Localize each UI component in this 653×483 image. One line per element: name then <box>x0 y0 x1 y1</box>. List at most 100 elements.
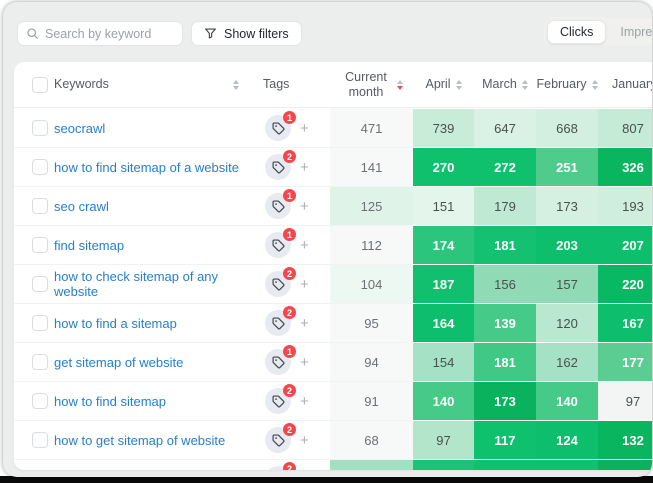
heat-cell-march: 173 <box>474 381 536 420</box>
table-row: how to check sitemap of any website 2 + … <box>14 264 652 303</box>
row-checkbox[interactable] <box>32 315 48 331</box>
keyword-link[interactable]: how to find a sitemap <box>54 316 177 331</box>
tag-count-badge: 1 <box>283 345 296 358</box>
col-february-label: February <box>536 77 586 91</box>
keyword-link[interactable]: how to find sitemap <box>54 394 166 409</box>
tag-chip[interactable]: 1 <box>265 232 291 258</box>
add-tag-button[interactable]: + <box>300 277 309 292</box>
heat-cell-february: 203 <box>536 225 598 264</box>
heat-cell-march: 139 <box>474 303 536 342</box>
tag-icon <box>272 434 285 447</box>
tag-chip[interactable]: 2 <box>265 427 291 453</box>
sort-april-icon[interactable] <box>456 80 462 90</box>
table-header: Keywords Tags Current month April March <box>14 62 652 108</box>
sort-february-icon[interactable] <box>592 80 598 90</box>
tag-icon <box>272 200 285 213</box>
heat-cell-january: 220 <box>598 264 652 303</box>
heat-cell-april: 151 <box>413 186 474 225</box>
tag-chip[interactable]: 2 <box>265 271 291 297</box>
keyword-link[interactable]: how to check sitemap of any website <box>54 269 247 299</box>
heat-cell-april: 270 <box>413 147 474 186</box>
heat-cell-january: 326 <box>598 147 652 186</box>
add-tag-button[interactable]: + <box>300 160 309 175</box>
show-filters-label: Show filters <box>224 27 289 41</box>
toggle-clicks[interactable]: Clicks <box>547 20 606 44</box>
heat-cell-january: 167 <box>598 303 652 342</box>
heat-cell-march: 647 <box>474 108 536 147</box>
col-march-label: March <box>482 77 517 91</box>
row-checkbox[interactable] <box>32 120 48 136</box>
table-row: how to find sitemap 2 + 91 140 173 140 9… <box>14 381 652 420</box>
sort-current-month-icon[interactable] <box>397 80 403 90</box>
col-january-label: January <box>612 77 652 91</box>
current-month-cell: 91 <box>330 381 413 420</box>
heat-cell-april <box>413 459 474 470</box>
add-tag-button[interactable]: + <box>300 355 309 370</box>
keyword-link[interactable]: how to find sitemap of a website <box>54 160 239 175</box>
row-checkbox[interactable] <box>32 198 48 214</box>
add-tag-button[interactable]: + <box>300 238 309 253</box>
heat-cell-february: 120 <box>536 303 598 342</box>
tag-chip[interactable]: 1 <box>265 193 291 219</box>
keyword-link[interactable]: seo crawl <box>54 199 109 214</box>
col-keywords-label: Keywords <box>54 77 109 91</box>
heat-cell-january: 177 <box>598 342 652 381</box>
sort-keywords-icon[interactable] <box>233 80 239 90</box>
heat-cell-january: 97 <box>598 381 652 420</box>
add-tag-button[interactable]: + <box>300 394 309 409</box>
table-row: 2 + <box>14 459 652 470</box>
app-panel: Show filters Clicks Impressions Keywords… <box>3 2 652 477</box>
search-input[interactable] <box>45 27 206 41</box>
current-month-cell: 104 <box>330 264 413 303</box>
row-checkbox[interactable] <box>32 393 48 409</box>
table-row: how to get sitemap of website 2 + 68 97 … <box>14 420 652 459</box>
add-tag-button[interactable]: + <box>300 121 309 136</box>
row-checkbox[interactable] <box>32 237 48 253</box>
keyword-link[interactable]: how to get sitemap of website <box>54 433 225 448</box>
tag-chip[interactable]: 2 <box>265 466 291 470</box>
sort-march-icon[interactable] <box>522 80 528 90</box>
keyword-link[interactable]: get sitemap of website <box>54 355 183 370</box>
heat-cell-january: 132 <box>598 420 652 459</box>
current-month-cell: 112 <box>330 225 413 264</box>
heat-cell-april: 187 <box>413 264 474 303</box>
select-all-checkbox[interactable] <box>32 77 48 93</box>
tag-count-badge: 1 <box>283 111 296 124</box>
tag-count-badge: 2 <box>283 267 296 280</box>
table-row: seo crawl 1 + 125 151 179 173 193 <box>14 186 652 225</box>
tag-count-badge: 2 <box>283 423 296 436</box>
add-tag-button[interactable]: + <box>300 316 309 331</box>
heat-cell-february: 173 <box>536 186 598 225</box>
heat-cell-april: 154 <box>413 342 474 381</box>
tag-count-badge: 2 <box>283 462 296 470</box>
tag-chip[interactable]: 1 <box>265 115 291 141</box>
heat-cell-february: 157 <box>536 264 598 303</box>
add-tag-button[interactable]: + <box>300 199 309 214</box>
row-checkbox[interactable] <box>32 432 48 448</box>
row-checkbox[interactable] <box>32 159 48 175</box>
table-row: how to find a sitemap 2 + 95 164 139 120… <box>14 303 652 342</box>
tag-icon <box>272 239 285 252</box>
col-tags-label: Tags <box>263 77 289 91</box>
tag-chip[interactable]: 1 <box>265 349 291 375</box>
show-filters-button[interactable]: Show filters <box>191 21 302 46</box>
row-checkbox[interactable] <box>32 354 48 370</box>
tag-chip[interactable]: 2 <box>265 388 291 414</box>
toggle-impressions[interactable]: Impressions <box>608 21 652 43</box>
keyword-link[interactable]: seocrawl <box>54 121 105 136</box>
keyword-link[interactable]: find sitemap <box>54 238 124 253</box>
row-checkbox[interactable] <box>32 276 48 292</box>
heat-cell-february: 251 <box>536 147 598 186</box>
heat-cell-january: 193 <box>598 186 652 225</box>
current-month-cell: 68 <box>330 420 413 459</box>
heat-cell-january <box>598 459 652 470</box>
add-tag-button[interactable]: + <box>300 433 309 448</box>
tag-count-badge: 2 <box>283 384 296 397</box>
col-april-label: April <box>425 77 450 91</box>
heat-cell-april: 97 <box>413 420 474 459</box>
tag-count-badge: 1 <box>283 228 296 241</box>
tag-chip[interactable]: 2 <box>265 154 291 180</box>
tag-chip[interactable]: 2 <box>265 310 291 336</box>
table-row: seocrawl 1 + 471 739 647 668 807 <box>14 108 652 147</box>
current-month-cell: 141 <box>330 147 413 186</box>
